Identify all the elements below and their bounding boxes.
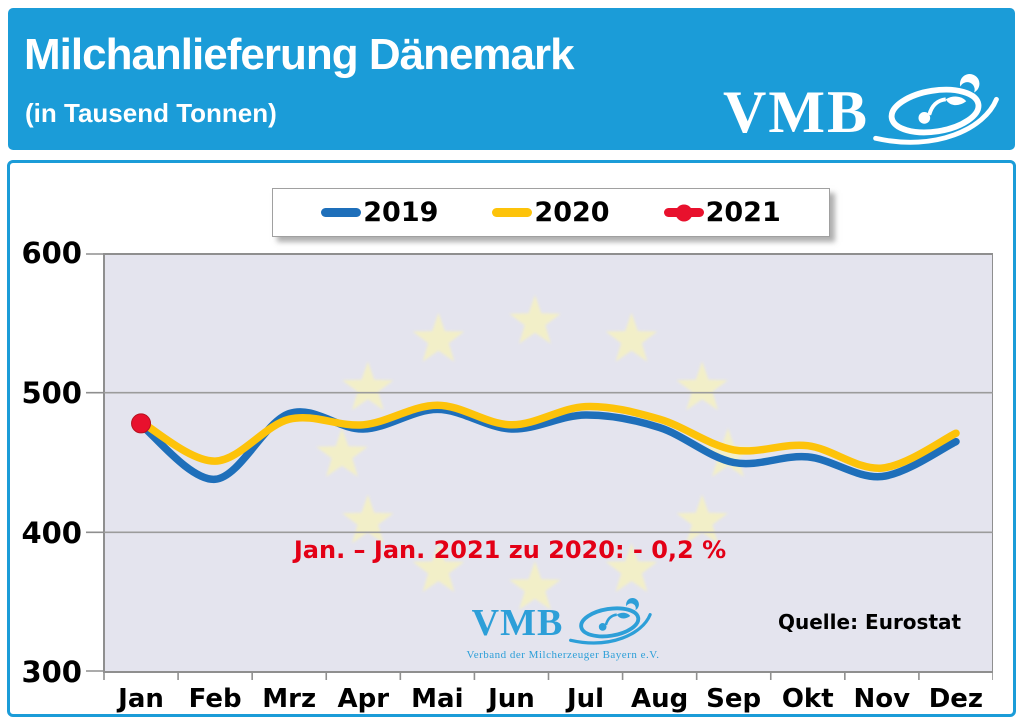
eu-star-icon xyxy=(676,361,728,411)
x-axis-label-dez: Dez xyxy=(928,684,984,714)
legend-item-2020: 2020 xyxy=(492,197,610,228)
y-axis-label-600: 600 xyxy=(21,236,82,270)
eu-star-icon xyxy=(676,494,728,544)
legend-line-2019-icon xyxy=(321,208,362,217)
x-axis-label-aug: Aug xyxy=(630,684,689,714)
vmb-logo: VMB xyxy=(723,74,1001,150)
x-axis-label-nov: Nov xyxy=(853,684,911,714)
x-axis-label-mai: Mai xyxy=(411,684,464,714)
legend-line-2020-icon xyxy=(492,208,533,217)
legend-dot-2021-icon xyxy=(675,204,693,221)
legend-label-2021: 2021 xyxy=(705,197,781,228)
x-axis-label-jul: Jul xyxy=(566,684,605,714)
line-chart-plot xyxy=(86,253,993,680)
x-axis-label-okt: Okt xyxy=(781,684,834,714)
legend-item-2019: 2019 xyxy=(321,197,438,228)
eu-star-icon xyxy=(605,543,658,592)
legend-label-2020: 2020 xyxy=(534,197,610,228)
y-axis-label-300: 300 xyxy=(21,655,82,689)
chart-legend: 2019 2020 2021 xyxy=(272,188,830,237)
chart-panel: 2019 2020 2021 600 500 400 300 Jan Feb M… xyxy=(7,160,1016,717)
eu-star-icon xyxy=(509,561,561,610)
x-axis-label-sep: Sep xyxy=(706,684,762,714)
eu-star-icon xyxy=(342,361,394,411)
eu-star-icon xyxy=(342,494,394,544)
x-axis-label-mrz: Mrz xyxy=(262,684,317,714)
legend-label-2019: 2019 xyxy=(363,197,439,228)
watermark-logo: VMB Verband der Milcherzeuger Bayern e.V… xyxy=(418,598,708,661)
eu-star-icon xyxy=(605,312,658,362)
annotation-text: Jan. – Jan. 2021 zu 2020: - 0,2 % xyxy=(293,536,727,564)
page-subtitle: (in Tausend Tonnen) xyxy=(25,98,277,128)
vmb-swoosh-icon xyxy=(873,74,999,145)
eu-star-icon xyxy=(412,312,465,362)
watermark-logo-row: VMB xyxy=(418,598,708,648)
x-axis-label-feb: Feb xyxy=(188,684,242,714)
series-point-2021 xyxy=(131,413,152,434)
vmb-logo-text: VMB xyxy=(723,79,869,145)
eu-star-icon xyxy=(316,428,368,477)
x-axis-label-jan: Jan xyxy=(118,684,164,714)
header: Milchanlieferung Dänemark (in Tausend To… xyxy=(8,8,1015,150)
x-axis-label-jun: Jun xyxy=(488,684,535,714)
watermark-subtitle: Verband der Milcherzeuger Bayern e.V. xyxy=(466,649,660,661)
legend-item-2021: 2021 xyxy=(663,197,781,228)
eu-star-icon xyxy=(509,295,561,344)
legend-line-2021-icon xyxy=(663,204,704,221)
watermark-logo-text: VMB xyxy=(471,602,564,644)
eu-star-icon xyxy=(412,543,465,592)
source-label: Quelle: Eurostat xyxy=(778,610,962,634)
x-axis: Jan Feb Mrz Apr Mai Jun Jul Aug Sep Okt … xyxy=(104,684,993,714)
y-axis-label-400: 400 xyxy=(21,516,82,550)
watermark-swoosh-icon xyxy=(569,598,653,645)
series-line-2020 xyxy=(137,401,960,472)
page-title: Milchanlieferung Dänemark xyxy=(24,30,575,79)
y-axis-label-500: 500 xyxy=(21,376,82,410)
x-axis-label-apr: Apr xyxy=(337,684,390,714)
